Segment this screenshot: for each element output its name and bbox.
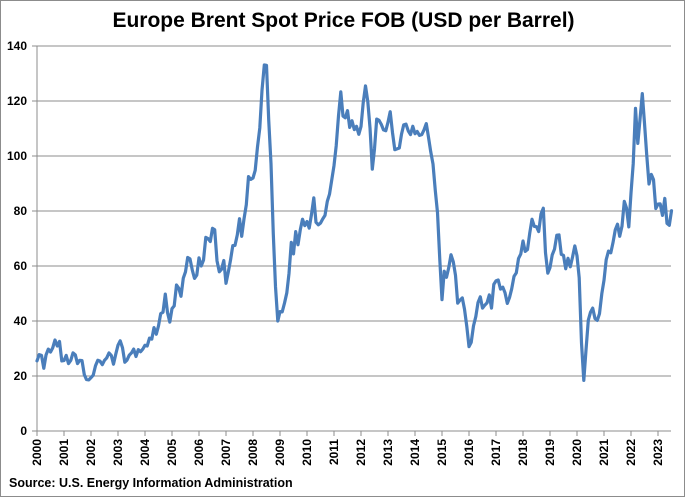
- x-tick-label: 2004: [138, 439, 152, 466]
- x-tick-label: 2011: [327, 439, 341, 465]
- y-tick-label: 100: [7, 149, 27, 163]
- x-tick-label: 2012: [354, 439, 368, 466]
- y-tick-label: 40: [14, 314, 28, 328]
- x-tick-label: 2013: [381, 439, 395, 466]
- y-tick-label: 140: [7, 39, 27, 53]
- x-tick-label: 2006: [192, 439, 206, 466]
- x-tick-label: 2009: [273, 439, 287, 466]
- y-tick-label: 60: [14, 259, 28, 273]
- y-tick-label: 120: [7, 94, 27, 108]
- x-tick-label: 2018: [516, 439, 530, 466]
- x-tick-label: 2017: [489, 439, 503, 466]
- x-tick-label: 2003: [111, 439, 125, 466]
- source-note: Source: U.S. Energy Information Administ…: [9, 476, 293, 490]
- x-tick-label: 2016: [462, 439, 476, 466]
- x-tick-label: 2007: [219, 439, 233, 466]
- x-tick-label: 2000: [30, 439, 44, 466]
- x-tick-label: 2005: [165, 439, 179, 466]
- x-tick-label: 2001: [57, 439, 71, 466]
- x-tick-label: 2002: [84, 439, 98, 466]
- y-tick-label: 0: [20, 424, 27, 438]
- x-tick-label: 2008: [246, 439, 260, 466]
- x-tick-label: 2014: [408, 439, 422, 466]
- y-tick-label: 80: [14, 204, 28, 218]
- x-tick-label: 2023: [651, 439, 665, 466]
- y-tick-label: 20: [14, 369, 28, 383]
- x-tick-label: 2019: [543, 439, 557, 466]
- x-tick-label: 2015: [435, 439, 449, 466]
- x-tick-label: 2020: [570, 439, 584, 466]
- x-tick-label: 2010: [300, 439, 314, 466]
- series-line-brent: [35, 63, 674, 382]
- x-tick-label: 2021: [597, 439, 611, 466]
- chart-title: Europe Brent Spot Price FOB (USD per Bar…: [112, 9, 575, 32]
- x-tick-label: 2022: [624, 439, 638, 466]
